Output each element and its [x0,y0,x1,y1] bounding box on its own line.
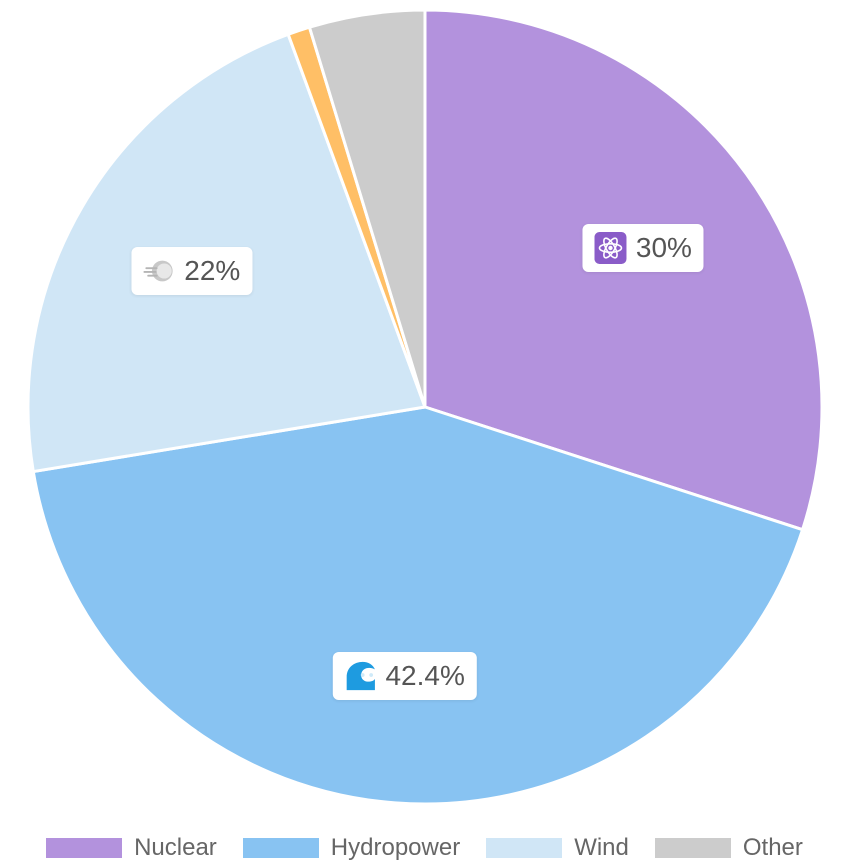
legend-item-other[interactable]: Other [654,834,803,862]
data-label-hydropower: 42.4% [332,652,477,701]
wind-icon [143,255,175,287]
pie-svg [26,8,824,806]
data-label-value: 30% [635,232,692,264]
legend-swatch [654,838,731,858]
legend-item-wind[interactable]: Wind [486,834,629,862]
legend-label: Wind [574,834,629,861]
pie-slice-other[interactable] [307,8,427,409]
atom-icon [594,232,627,265]
legend-item-hydropower[interactable]: Hydropower [242,834,461,862]
legend-label: Hydropower [330,834,461,861]
legend-label: Nuclear [134,834,217,861]
data-label-nuclear: 30% [582,224,704,273]
water-wave-icon [344,660,376,692]
legend-swatch [242,838,319,858]
data-label-value: 22% [184,255,241,287]
legend: Nuclear Hydropower Wind Other [0,830,849,866]
pie-slice-hydropower[interactable] [31,405,805,806]
legend-item-nuclear[interactable]: Nuclear [46,834,217,862]
legend-swatch [46,838,123,858]
legend-swatch [486,838,563,858]
data-label-value: 42.4% [385,660,465,692]
legend-label: Other [742,834,803,861]
data-label-wind: 22% [131,247,253,296]
